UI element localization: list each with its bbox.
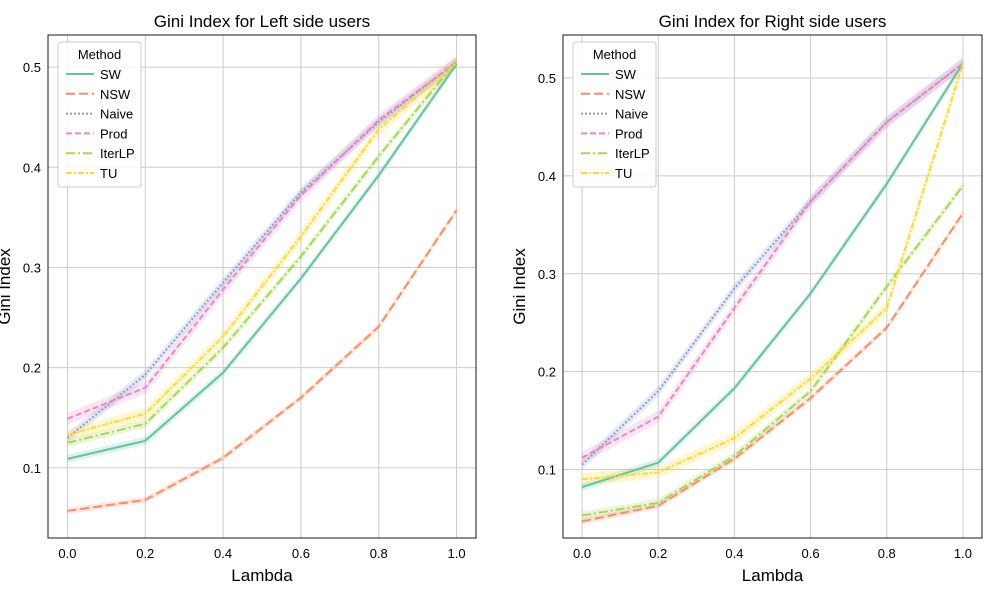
x-tick-label: 1.0	[954, 546, 972, 561]
legend: Method SW NSW Naive Prod IterLP TU	[57, 41, 142, 188]
y-tick-label: 0.4	[23, 160, 41, 175]
band-tu	[67, 57, 457, 441]
y-tick-label: 0.2	[23, 361, 41, 376]
series-lines	[581, 62, 964, 523]
chart-title: Gini Index for Right side users	[659, 12, 887, 31]
legend-title: Method	[78, 47, 121, 62]
y-tick-label: 0.3	[23, 260, 41, 275]
plot-frame	[562, 34, 983, 539]
y-tick-label: 0.2	[538, 365, 556, 380]
x-tick-label: 0.6	[802, 546, 820, 561]
series-line-tu	[67, 62, 458, 436]
legend-label-nsw: NSW	[615, 87, 646, 102]
grid-lines	[563, 35, 982, 538]
y-tick-label: 0.4	[538, 169, 556, 184]
band-prod	[67, 56, 457, 425]
plot-frame	[47, 34, 477, 539]
legend-title: Method	[593, 47, 636, 62]
y-tick-label: 0.3	[538, 267, 556, 282]
series-line-iterlp	[581, 185, 964, 517]
chart-panel-left: 0.0 0.2 0.4 0.6 0.8 1.0 0.1 0.2 0.3 0.4 0.5 Gini In…	[0, 12, 477, 585]
x-tick-label: 1.0	[448, 546, 466, 561]
y-tick-label: 0.5	[23, 60, 41, 75]
legend-label-naive: Naive	[100, 107, 133, 122]
legend-label-sw: SW	[615, 67, 637, 82]
x-axis-label: Lambda	[231, 566, 293, 585]
series-lines	[66, 60, 458, 512]
series-line-sw	[67, 63, 458, 460]
legend: Method SW NSW Naive Prod IterLP TU	[572, 41, 657, 188]
legend-label-iterlp: IterLP	[615, 146, 650, 161]
x-tick-label: 0.8	[878, 546, 896, 561]
y-tick-label: 0.5	[538, 71, 556, 86]
y-tick-label: 0.1	[23, 461, 41, 476]
series-line-tu	[581, 63, 964, 481]
legend-label-prod: Prod	[100, 126, 127, 141]
x-tick-label: 0.0	[573, 546, 591, 561]
legend-label-naive: Naive	[615, 107, 648, 122]
chart-panel-right: 0.0 0.2 0.4 0.6 0.8 1.0 0.1 0.2 0.3 0.4 0.5 Gini In…	[510, 12, 983, 585]
series-line-nsw	[581, 212, 964, 523]
legend-label-sw: SW	[100, 67, 122, 82]
y-axis-label: Gini Index	[510, 248, 529, 325]
legend-label-tu: TU	[100, 166, 117, 181]
legend-box	[57, 41, 142, 188]
series-line-sw	[581, 62, 964, 489]
x-tick-label: 0.2	[649, 546, 667, 561]
series-line-nsw	[67, 209, 458, 512]
series-line-prod	[581, 62, 964, 459]
x-axis-label: Lambda	[742, 566, 804, 585]
x-tick-label: 0.4	[725, 546, 743, 561]
legend-label-tu: TU	[615, 166, 632, 181]
x-tick-label: 0.6	[292, 546, 310, 561]
y-tick-label: 0.1	[538, 462, 556, 477]
legend-label-prod: Prod	[615, 126, 642, 141]
chart-title: Gini Index for Left side users	[154, 12, 370, 31]
series-line-naive	[66, 61, 458, 439]
x-tick-label: 0.4	[214, 546, 232, 561]
legend-box	[572, 41, 657, 188]
y-axis-label: Gini Index	[0, 248, 14, 325]
legend-label-nsw: NSW	[100, 87, 131, 102]
series-line-naive	[581, 62, 964, 466]
series-line-prod	[67, 61, 458, 420]
x-tick-label: 0.8	[370, 546, 388, 561]
band-prod	[582, 57, 963, 464]
legend-label-iterlp: IterLP	[100, 146, 135, 161]
x-tick-label: 0.0	[58, 546, 76, 561]
x-tick-label: 0.2	[136, 546, 154, 561]
